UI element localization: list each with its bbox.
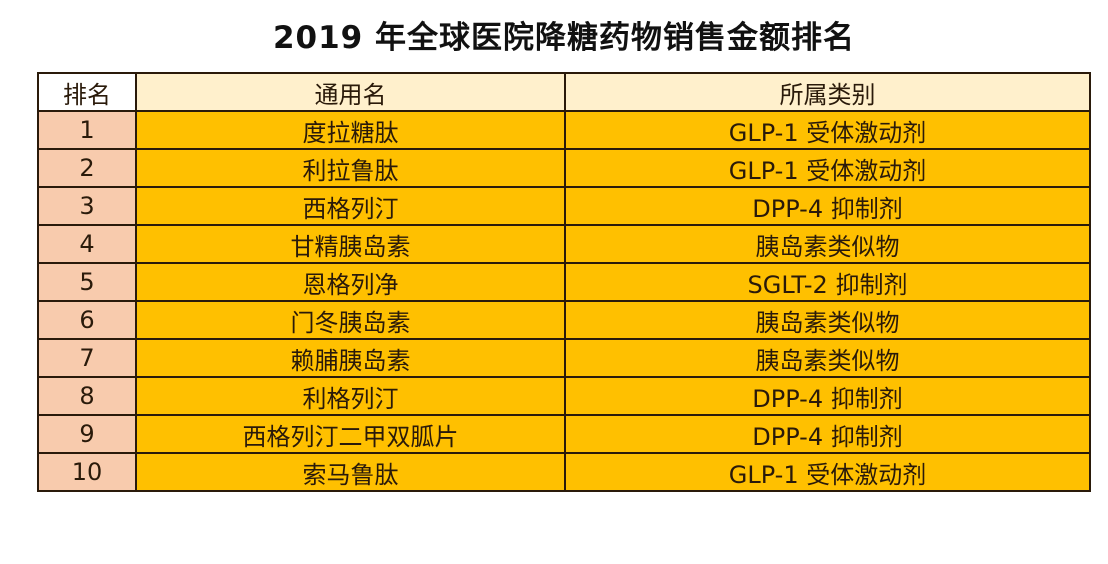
rank-cell: 7 (37, 338, 137, 378)
rank-cell: 8 (37, 376, 137, 416)
rank-cell: 5 (37, 262, 137, 302)
table-row: 4 甘精胰岛素 胰岛素类似物 (37, 224, 1091, 264)
name-cell: 恩格列净 (135, 262, 566, 302)
name-cell: 索马鲁肽 (135, 452, 566, 492)
category-cell: 胰岛素类似物 (564, 224, 1091, 264)
category-cell: 胰岛素类似物 (564, 300, 1091, 340)
name-cell: 甘精胰岛素 (135, 224, 566, 264)
table-row: 7 赖脯胰岛素 胰岛素类似物 (37, 338, 1091, 378)
name-cell: 利格列汀 (135, 376, 566, 416)
table-row: 2 利拉鲁肽 GLP-1 受体激动剂 (37, 148, 1091, 188)
rank-cell: 4 (37, 224, 137, 264)
table-row: 1 度拉糖肽 GLP-1 受体激动剂 (37, 110, 1091, 150)
table-row: 10 索马鲁肽 GLP-1 受体激动剂 (37, 452, 1091, 492)
page-title: 2019 年全球医院降糖药物销售金额排名 (272, 20, 856, 56)
table-row: 9 西格列汀二甲双胍片 DPP-4 抑制剂 (37, 414, 1091, 454)
category-cell: SGLT-2 抑制剂 (564, 262, 1091, 302)
table-header-row: 排名 通用名 所属类别 (37, 72, 1091, 112)
table-row: 3 西格列汀 DPP-4 抑制剂 (37, 186, 1091, 226)
name-cell: 度拉糖肽 (135, 110, 566, 150)
table-row: 6 门冬胰岛素 胰岛素类似物 (37, 300, 1091, 340)
name-cell: 西格列汀二甲双胍片 (135, 414, 566, 454)
table-row: 5 恩格列净 SGLT-2 抑制剂 (37, 262, 1091, 302)
category-cell: GLP-1 受体激动剂 (564, 452, 1091, 492)
category-cell: DPP-4 抑制剂 (564, 414, 1091, 454)
rank-cell: 10 (37, 452, 137, 492)
header-rank: 排名 (37, 72, 137, 112)
ranking-table: 排名 通用名 所属类别 1 度拉糖肽 GLP-1 受体激动剂 2 利拉鲁肽 GL… (37, 72, 1091, 492)
name-cell: 门冬胰岛素 (135, 300, 566, 340)
header-generic-name: 通用名 (135, 72, 566, 112)
category-cell: 胰岛素类似物 (564, 338, 1091, 378)
rank-cell: 1 (37, 110, 137, 150)
header-category: 所属类别 (564, 72, 1091, 112)
category-cell: DPP-4 抑制剂 (564, 376, 1091, 416)
name-cell: 赖脯胰岛素 (135, 338, 566, 378)
rank-cell: 9 (37, 414, 137, 454)
table-row: 8 利格列汀 DPP-4 抑制剂 (37, 376, 1091, 416)
rank-cell: 3 (37, 186, 137, 226)
category-cell: GLP-1 受体激动剂 (564, 110, 1091, 150)
category-cell: DPP-4 抑制剂 (564, 186, 1091, 226)
name-cell: 利拉鲁肽 (135, 148, 566, 188)
rank-cell: 6 (37, 300, 137, 340)
rank-cell: 2 (37, 148, 137, 188)
name-cell: 西格列汀 (135, 186, 566, 226)
category-cell: GLP-1 受体激动剂 (564, 148, 1091, 188)
